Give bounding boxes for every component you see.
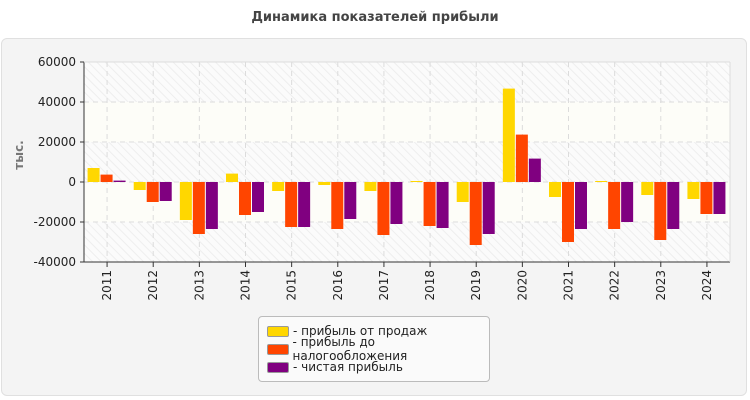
bar <box>239 182 251 215</box>
y-tick-label: 60000 <box>38 55 76 69</box>
bar <box>179 182 192 220</box>
y-tick-label: -20000 <box>33 215 76 229</box>
bar <box>344 182 357 219</box>
bar <box>252 182 264 212</box>
y-tick-label: -40000 <box>33 255 76 269</box>
bar <box>575 182 587 229</box>
legend-item: - прибыль до налогообложения <box>267 335 489 363</box>
x-tick-label: 2018 <box>423 270 437 301</box>
x-tick-label: 2012 <box>146 270 160 301</box>
bar <box>423 182 436 226</box>
bar <box>528 158 541 182</box>
legend-item: - прибыль от продаж <box>267 322 489 340</box>
bar <box>687 182 700 199</box>
bar <box>562 182 574 242</box>
bar <box>549 182 561 197</box>
bar <box>298 182 311 227</box>
bar <box>641 182 654 195</box>
x-tick-label: 2022 <box>608 270 622 301</box>
x-tick-label: 2016 <box>331 270 345 301</box>
y-tick-label: 40000 <box>38 95 76 109</box>
legend-label: - прибыль до налогообложения <box>292 335 408 363</box>
bar <box>87 168 100 182</box>
legend-swatch <box>267 325 289 337</box>
bar <box>205 182 218 229</box>
bar <box>595 181 608 182</box>
plot-background <box>84 62 730 262</box>
bar <box>482 182 495 234</box>
x-tick-label: 2020 <box>515 270 529 301</box>
bar <box>469 182 482 245</box>
x-tick-label: 2013 <box>192 270 206 301</box>
bar <box>285 182 298 227</box>
x-tick-label: 2023 <box>654 270 668 301</box>
bar <box>318 182 331 185</box>
bar <box>608 182 621 229</box>
bar <box>713 182 726 214</box>
bar <box>515 134 528 182</box>
x-tick-label: 2024 <box>700 270 714 301</box>
x-tick-label: 2014 <box>239 270 253 301</box>
y-axis-label: тыс. <box>12 140 26 169</box>
bar <box>377 182 390 235</box>
bar <box>436 182 449 228</box>
x-tick-label: 2017 <box>377 270 391 301</box>
bar <box>700 182 713 214</box>
bar <box>113 180 126 182</box>
bar <box>654 182 667 240</box>
legend-swatch <box>267 343 289 355</box>
bar <box>226 173 238 182</box>
bar <box>667 182 680 229</box>
y-tick-label: 20000 <box>38 135 76 149</box>
bar <box>133 182 146 190</box>
bar <box>364 182 377 191</box>
legend-label: - чистая прибыль <box>293 360 403 374</box>
bar <box>410 181 423 182</box>
y-tick-label: 0 <box>68 175 76 189</box>
bar <box>100 174 113 182</box>
legend: - прибыль от продаж - прибыль до налогоо… <box>258 316 490 382</box>
legend-swatch <box>267 361 289 373</box>
plot-band <box>84 102 730 142</box>
bar <box>192 182 205 234</box>
bar <box>272 182 285 191</box>
legend-label: - прибыль от продаж <box>293 324 428 338</box>
bar <box>502 88 515 182</box>
bar <box>146 182 159 202</box>
legend-item: - чистая прибыль <box>267 358 489 376</box>
bar <box>331 182 344 229</box>
bar <box>390 182 403 224</box>
bar <box>621 182 634 222</box>
bar <box>159 182 172 201</box>
x-tick-label: 2019 <box>469 270 483 301</box>
bar <box>456 182 469 202</box>
x-tick-label: 2011 <box>100 270 114 301</box>
x-tick-label: 2021 <box>562 270 576 301</box>
x-tick-label: 2015 <box>285 270 299 301</box>
chart-title: Динамика показателей прибыли <box>251 10 499 25</box>
